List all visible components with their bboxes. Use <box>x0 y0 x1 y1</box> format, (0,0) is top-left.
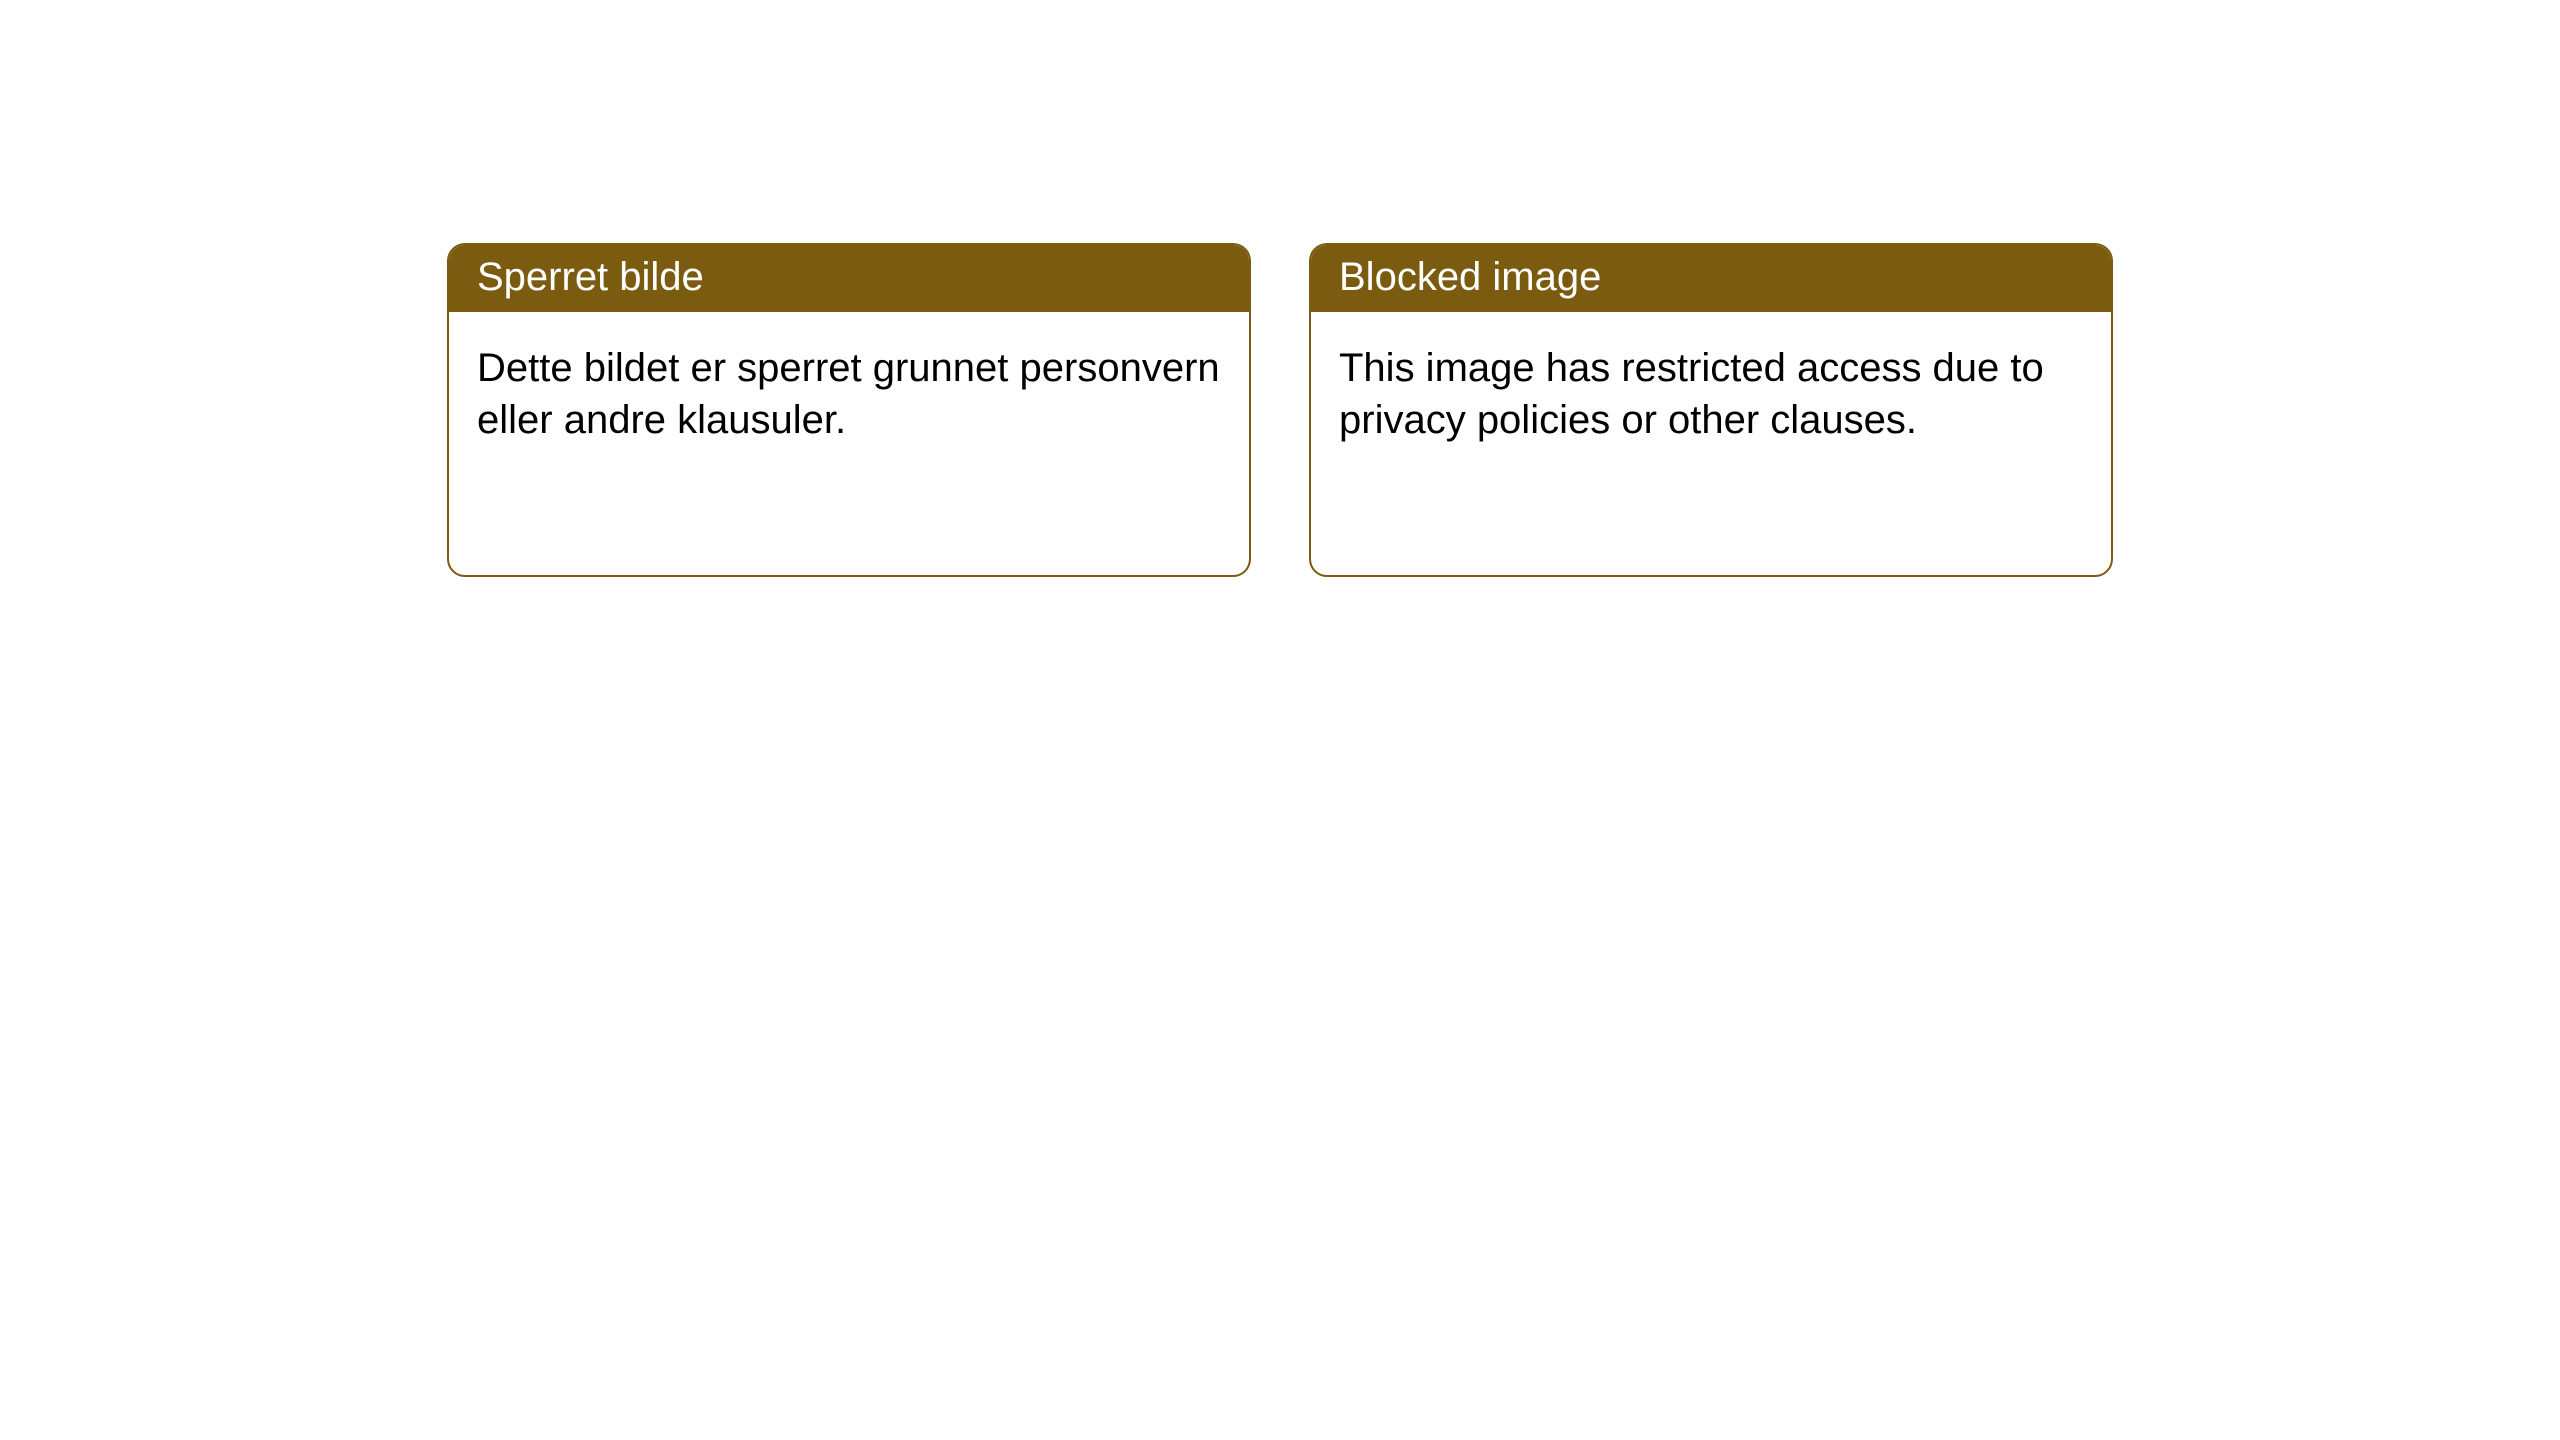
notice-container: Sperret bilde Dette bildet er sperret gr… <box>447 243 2560 577</box>
notice-body: Dette bildet er sperret grunnet personve… <box>449 312 1249 476</box>
notice-title: Blocked image <box>1311 245 2111 312</box>
notice-body: This image has restricted access due to … <box>1311 312 2111 476</box>
notice-card-english: Blocked image This image has restricted … <box>1309 243 2113 577</box>
notice-title: Sperret bilde <box>449 245 1249 312</box>
notice-card-norwegian: Sperret bilde Dette bildet er sperret gr… <box>447 243 1251 577</box>
